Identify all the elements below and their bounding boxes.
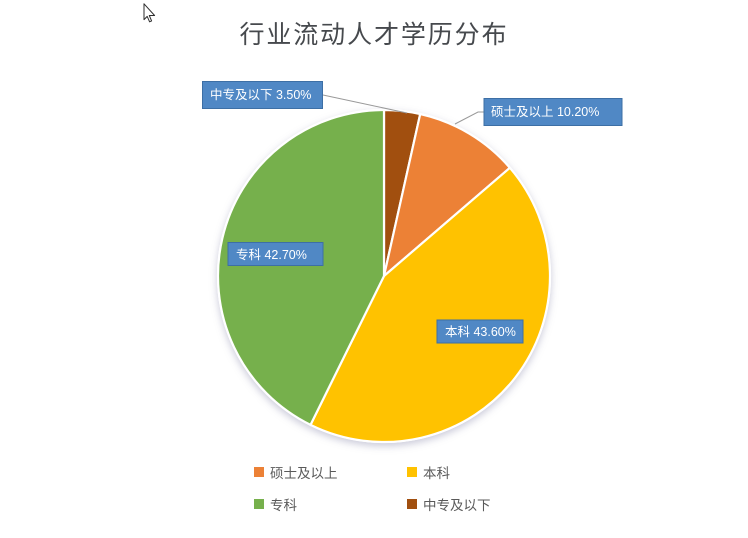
svg-text:硕士及以上 10.20%: 硕士及以上 10.20% <box>491 105 599 119</box>
svg-text:中专及以下 3.50%: 中专及以下 3.50% <box>210 87 311 102</box>
svg-text:本科 43.60%: 本科 43.60% <box>445 325 516 339</box>
svg-text:专科 42.70%: 专科 42.70% <box>236 247 307 262</box>
